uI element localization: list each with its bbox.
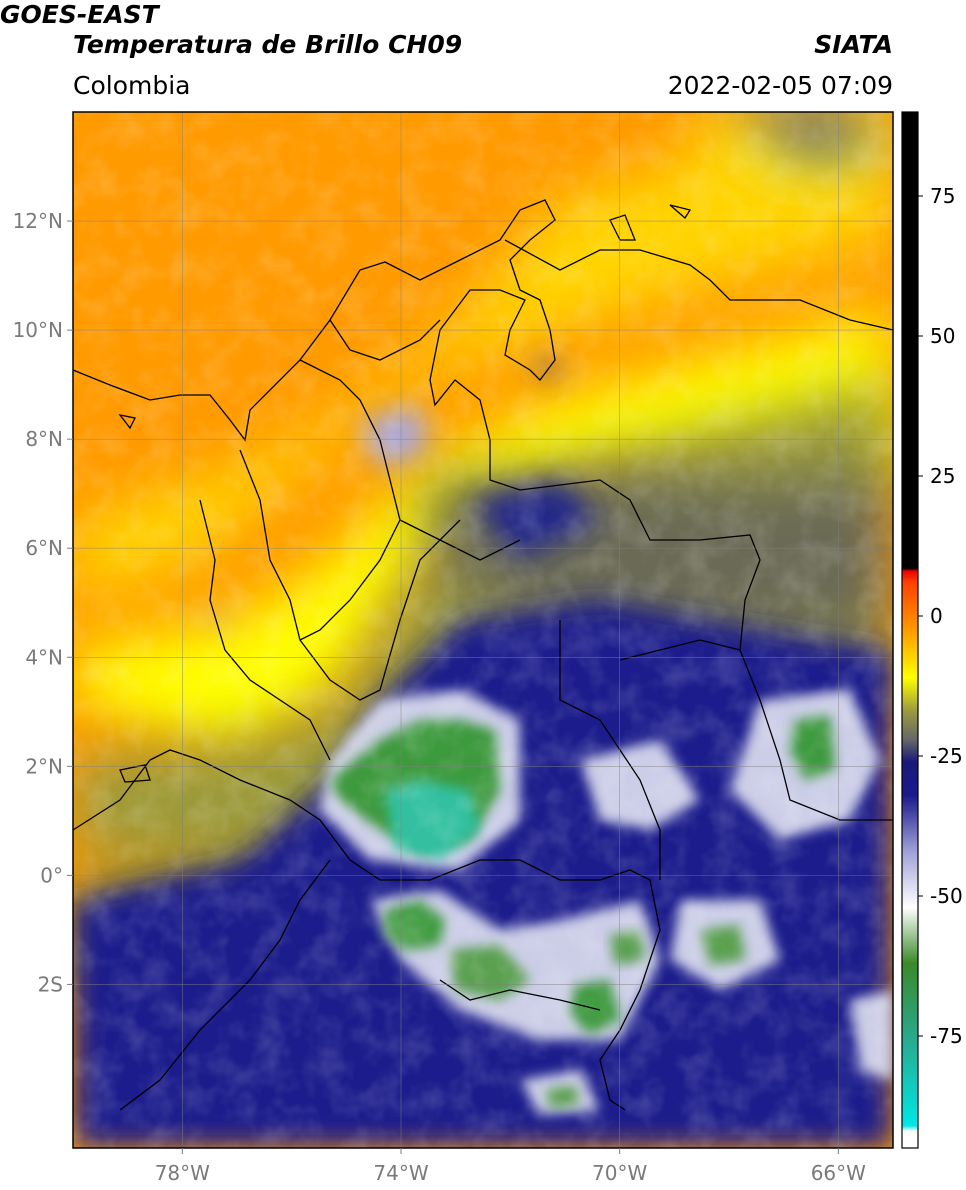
lon-tick-label: 74°W bbox=[373, 1161, 428, 1185]
lat-tick-label: 4°N bbox=[25, 645, 63, 669]
lat-tick-label: 8°N bbox=[25, 427, 63, 451]
title-satellite: GOES-EAST bbox=[0, 0, 159, 29]
map-frame bbox=[72, 111, 894, 1149]
texture bbox=[73, 112, 893, 1148]
lon-tick-label: 70°W bbox=[592, 1161, 647, 1185]
lat-tick-label: 12°N bbox=[13, 209, 63, 233]
lat-tick-label: 10°N bbox=[13, 318, 63, 342]
lon-tick-label: 66°W bbox=[811, 1161, 866, 1185]
colorbar-tick-label: -25 bbox=[930, 744, 963, 768]
political-boundaries bbox=[73, 199, 893, 1111]
colorbar: 75 50 25 0 -25 -50 -75 bbox=[901, 111, 963, 1149]
colorbar-tick-label: 0 bbox=[930, 604, 943, 628]
colorbar-frame bbox=[901, 111, 919, 1149]
colorbar-tick-label: 25 bbox=[930, 464, 955, 488]
colorbar-tick-label: 50 bbox=[930, 324, 955, 348]
datetime-label: 2022-02-05 07:09 bbox=[667, 71, 893, 100]
lat-tick-label: 6°N bbox=[25, 536, 63, 560]
colorbar-ramp bbox=[902, 112, 918, 1148]
longitude-labels: 78°W 74°W 70°W 66°W bbox=[155, 1148, 866, 1185]
imagery-layer bbox=[73, 112, 893, 1148]
lat-tick-label: 0° bbox=[40, 863, 63, 887]
lon-tick-label: 78°W bbox=[155, 1161, 210, 1185]
colorbar-tick-label: 75 bbox=[930, 184, 955, 208]
lat-tick-label: 2S bbox=[38, 972, 63, 996]
colorbar-tick-label: -50 bbox=[930, 884, 963, 908]
colorbar-tick-label: -75 bbox=[930, 1024, 963, 1048]
organization-label: SIATA bbox=[814, 30, 893, 59]
graticule bbox=[73, 112, 893, 1148]
latitude-labels: 12°N 10°N 8°N 6°N 4°N 2°N 0° 2S bbox=[13, 209, 73, 996]
title-product: Temperatura de Brillo CH09 bbox=[73, 30, 463, 59]
region-label: Colombia bbox=[73, 71, 191, 100]
colorbar-ticks: 75 50 25 0 -25 -50 -75 bbox=[918, 184, 963, 1048]
lat-tick-label: 2°N bbox=[25, 754, 63, 778]
